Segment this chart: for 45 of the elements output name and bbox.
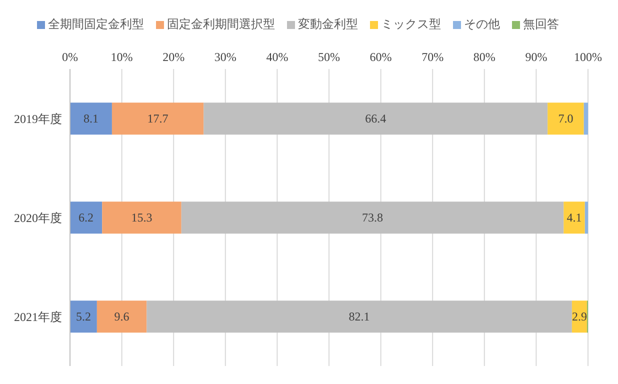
x-tick-label: 20% <box>162 50 185 64</box>
x-tick-label: 90% <box>525 50 548 64</box>
data-label: 9.6 <box>114 310 130 324</box>
legend-label: 無回答 <box>522 16 559 33</box>
data-label: 17.7 <box>147 112 168 126</box>
x-tick-label: 10% <box>110 50 133 64</box>
x-tick-label: 70% <box>422 50 444 64</box>
x-tick-label: 50% <box>318 50 340 64</box>
data-label: 73.8 <box>362 210 384 225</box>
x-tick-label: 40% <box>266 50 288 64</box>
bar <box>70 202 102 234</box>
data-label: 8.1 <box>83 112 98 126</box>
bar <box>102 202 182 234</box>
x-tick-label: 0% <box>62 50 78 64</box>
bar <box>548 102 584 135</box>
legend-label: 変動金利型 <box>297 16 358 33</box>
bar <box>96 300 147 333</box>
bar <box>70 300 97 333</box>
bar <box>584 202 588 234</box>
legend-label: 固定金利期間選択型 <box>166 16 275 33</box>
data-label: 82.1 <box>348 310 370 324</box>
x-tick-label: 30% <box>214 50 236 64</box>
data-label: 4.1 <box>566 210 582 225</box>
bar <box>181 202 564 234</box>
data-label: 2.9 <box>572 310 587 324</box>
y-tick-label: 2019年度 <box>14 112 62 126</box>
bar <box>70 102 112 135</box>
y-tick-label: 2020年度 <box>14 210 62 225</box>
x-tick-label: 100% <box>574 50 602 64</box>
bar <box>564 202 585 234</box>
bar <box>146 300 572 333</box>
bar <box>204 102 548 135</box>
legend-label: 全期間固定金利型 <box>47 16 144 33</box>
data-label: 66.4 <box>365 112 386 126</box>
bar <box>112 102 204 135</box>
data-label: 6.2 <box>78 210 94 225</box>
bar <box>584 102 588 135</box>
data-label: 5.2 <box>76 310 91 324</box>
legend-label: その他 <box>463 16 500 33</box>
y-tick-label: 2021年度 <box>14 310 62 324</box>
data-label: 15.3 <box>131 210 152 225</box>
data-label: 7.0 <box>558 112 574 126</box>
x-tick-label: 60% <box>370 50 392 64</box>
x-tick-label: 80% <box>473 50 496 64</box>
legend-label: ミックス型 <box>380 16 441 33</box>
